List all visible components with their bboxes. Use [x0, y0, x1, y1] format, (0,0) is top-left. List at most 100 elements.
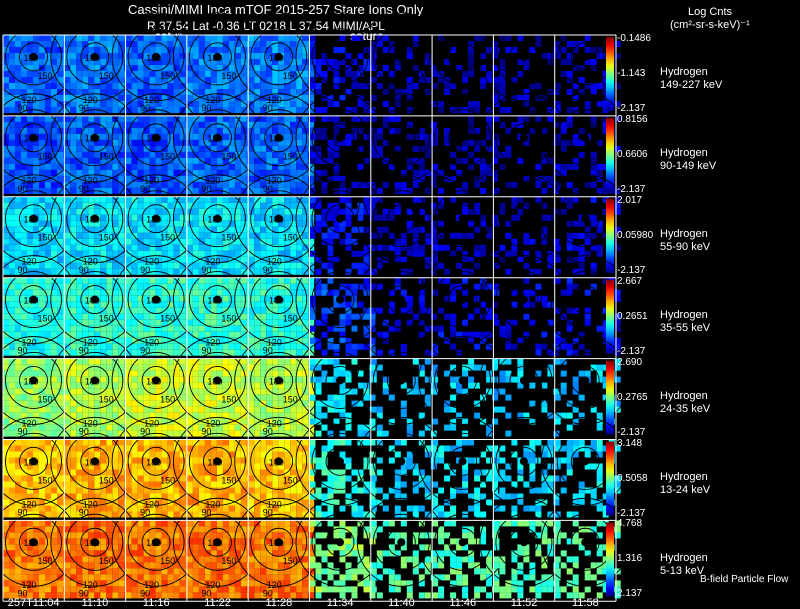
heatmap-cell	[70, 89, 77, 95]
heatmap-cell	[27, 145, 33, 152]
heatmap-cell	[388, 307, 395, 314]
heatmap-cell	[260, 277, 267, 284]
contour-line	[495, 271, 553, 328]
heatmap-cell	[296, 127, 303, 134]
heatmap-cell	[210, 301, 217, 308]
heatmap-cell	[179, 283, 186, 290]
heatmap-cell	[345, 71, 352, 77]
heatmap-cell	[125, 202, 132, 209]
contour-line	[479, 174, 569, 264]
heatmap-cell	[357, 145, 364, 152]
heatmap-cell	[315, 71, 322, 77]
heatmap-cell	[100, 400, 107, 407]
heatmap-cell	[406, 163, 413, 170]
heatmap-cell	[216, 115, 223, 122]
heatmap-cell	[118, 65, 125, 71]
heatmap-cell	[15, 59, 21, 65]
heatmap-cell	[125, 53, 132, 59]
heatmap-cell	[260, 313, 267, 320]
heatmap-cell	[260, 121, 267, 128]
heatmap-cell	[76, 424, 83, 431]
heatmap-cell	[204, 283, 211, 290]
heatmap-cell	[234, 412, 241, 419]
heatmap-cell	[149, 382, 156, 389]
heatmap-cell	[143, 175, 150, 182]
heatmap-cell	[517, 196, 524, 203]
heatmap-cell	[204, 47, 211, 53]
heatmap-cell	[9, 115, 15, 122]
heatmap-cell	[547, 262, 554, 269]
heatmap-cell	[82, 47, 89, 53]
heatmap-cell	[137, 364, 144, 371]
heatmap-cell	[21, 400, 27, 407]
heatmap-cell	[254, 343, 261, 350]
heatmap-cell	[554, 83, 561, 89]
heatmap-cell	[186, 283, 193, 290]
heatmap-cell	[222, 238, 229, 245]
heatmap-cell	[210, 370, 217, 377]
heatmap-cell	[39, 59, 45, 65]
heatmap-cell	[198, 289, 205, 296]
heatmap-cell	[94, 59, 101, 65]
heatmap-cell	[535, 196, 542, 203]
heatmap-cell	[240, 41, 247, 47]
heatmap-cell	[578, 250, 585, 257]
contour-label: 150	[221, 152, 236, 162]
heatmap-cell	[602, 101, 609, 107]
heatmap-cell	[112, 41, 119, 47]
heatmap-cell	[248, 319, 255, 326]
heatmap-cell	[284, 208, 291, 215]
heatmap-cell	[204, 77, 211, 83]
heatmap-cell	[302, 370, 309, 377]
heatmap-cell	[192, 220, 199, 227]
heatmap-cell	[112, 181, 119, 188]
heatmap-cell	[278, 151, 285, 158]
heatmap-cell	[296, 268, 303, 275]
heatmap-cell	[590, 196, 597, 203]
heatmap-cell	[278, 283, 285, 290]
contour-line	[80, 285, 110, 314]
heatmap-cell	[131, 121, 138, 128]
heatmap-cell	[3, 121, 9, 128]
heatmap-cell	[296, 181, 303, 188]
heatmap-cell	[3, 277, 9, 284]
heatmap-cell	[210, 238, 217, 245]
contour-label: 120	[83, 257, 98, 267]
heatmap-cell	[112, 157, 119, 164]
heatmap-cell	[418, 244, 425, 251]
heatmap-cell	[248, 53, 255, 59]
heatmap-cell	[204, 412, 211, 419]
heatmap-cell	[51, 121, 57, 128]
contour-line	[311, 28, 369, 86]
heatmap-cell	[64, 232, 71, 239]
heatmap-cell	[248, 226, 255, 233]
heatmap-cell	[33, 331, 39, 338]
heatmap-cell	[266, 121, 273, 128]
heatmap-cell	[204, 95, 211, 101]
heatmap-cell	[284, 232, 291, 239]
heatmap-cell	[64, 394, 71, 401]
heatmap-cell	[541, 53, 548, 59]
contour-line	[234, 255, 324, 344]
heatmap-cell	[541, 187, 548, 194]
heatmap-cell	[88, 202, 95, 209]
heatmap-cell	[590, 151, 597, 158]
heatmap-cell	[382, 331, 389, 338]
heatmap-cell	[131, 115, 138, 122]
heatmap-cell	[394, 89, 401, 95]
heatmap-cell	[70, 181, 77, 188]
heatmap-cell	[33, 232, 39, 239]
heatmap-cell	[266, 406, 273, 413]
heatmap-cell	[204, 262, 211, 269]
heatmap-cell	[64, 41, 71, 47]
heatmap-cell	[596, 83, 603, 89]
heatmap-cell	[462, 202, 469, 209]
contour-center	[397, 295, 406, 304]
heatmap-cell	[173, 95, 180, 101]
heatmap-cell	[248, 169, 255, 176]
heatmap-cell	[234, 301, 241, 308]
heatmap-cell	[3, 65, 9, 71]
heatmap-cell	[210, 101, 217, 107]
heatmap-cell	[228, 187, 235, 194]
heatmap-cell	[266, 250, 273, 257]
